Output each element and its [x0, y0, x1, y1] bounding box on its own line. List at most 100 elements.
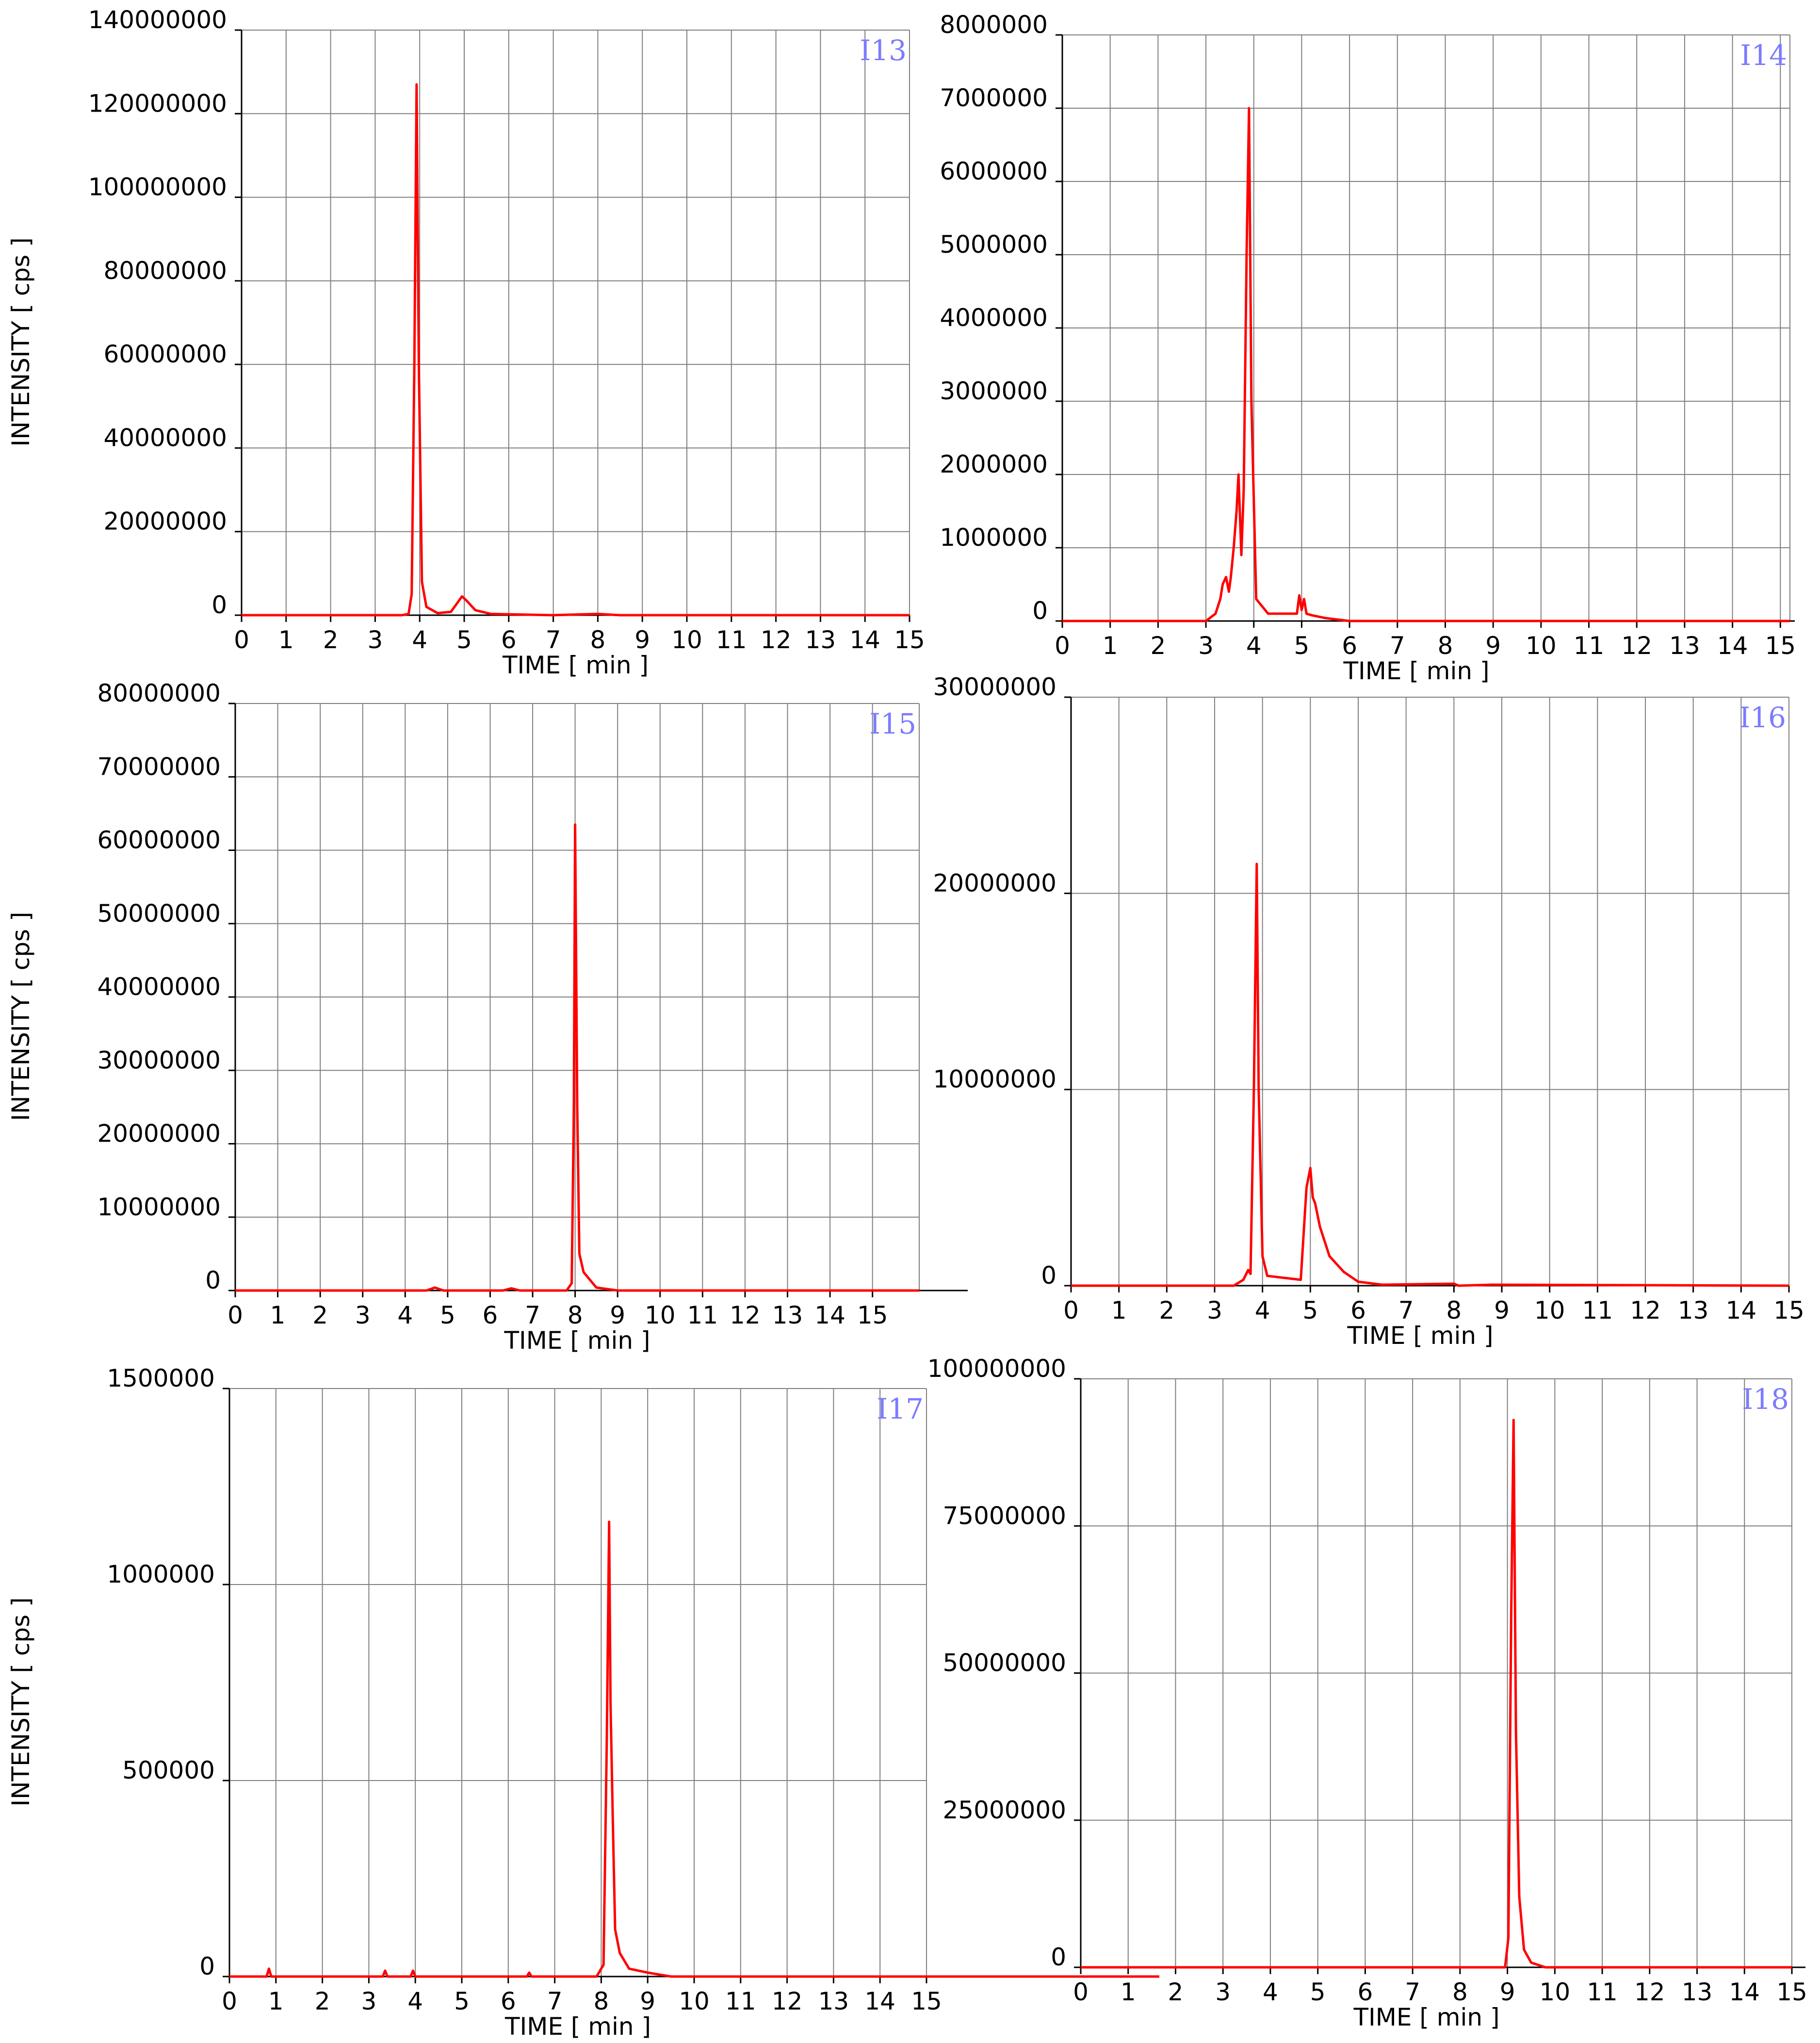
x-tick-label: 5: [1310, 1978, 1326, 2006]
y-tick-label: 0: [1041, 1261, 1056, 1290]
x-tick-label: 0: [1073, 1978, 1089, 2006]
x-tick-label: 2: [1159, 1296, 1174, 1324]
chromatogram-trace: [1062, 107, 1790, 622]
x-tick-label: 6: [1342, 632, 1357, 660]
x-tick-label: 15: [1776, 1978, 1807, 2006]
x-tick-label: 9: [640, 1987, 655, 2015]
x-tick-label: 10: [1526, 632, 1557, 660]
y-tick-label: 8000000: [940, 11, 1048, 39]
x-axis-label: TIME [ min ]: [504, 2012, 651, 2041]
x-tick-label: 9: [634, 626, 650, 654]
x-tick-label: 0: [1063, 1296, 1079, 1324]
x-tick-label: 7: [546, 626, 561, 654]
x-tick-label: 9: [1485, 632, 1501, 660]
x-tick-label: 10: [1534, 1296, 1565, 1324]
x-tick-label: 2: [315, 1987, 330, 2015]
x-tick-label: 13: [1682, 1978, 1713, 2006]
y-tick-label: 25000000: [943, 1796, 1067, 1824]
x-tick-label: 11: [1574, 632, 1605, 660]
y-tick-label: 40000000: [104, 424, 228, 452]
x-tick-label: 5: [440, 1301, 455, 1329]
x-tick-label: 5: [454, 1987, 470, 2015]
y-tick-label: 50000000: [98, 899, 221, 928]
x-axis-label: TIME [ min ]: [504, 1326, 650, 1355]
x-tick-label: 14: [1729, 1978, 1760, 2006]
x-axis-label: TIME [ min ]: [1347, 1322, 1493, 1350]
x-tick-label: 15: [894, 626, 925, 654]
panel-label: I16: [1739, 701, 1786, 734]
x-tick-label: 11: [725, 1987, 756, 2015]
x-tick-label: 4: [397, 1301, 413, 1329]
y-tick-label: 30000000: [98, 1046, 221, 1074]
x-tick-label: 12: [1630, 1296, 1661, 1324]
x-tick-label: 1: [1111, 1296, 1127, 1324]
chart-panel-I13: 0 20000000 40000000 60000000 80000000 1000000…: [7, 6, 925, 679]
x-tick-label: 9: [1500, 1978, 1515, 2006]
x-tick-label: 11: [687, 1301, 718, 1329]
x-tick-label: 4: [407, 1987, 423, 2015]
y-tick-label: 40000000: [98, 973, 221, 1001]
x-tick-label: 8: [590, 626, 605, 654]
y-tick-label: 1000000: [107, 1560, 215, 1588]
x-tick-label: 15: [911, 1987, 942, 2015]
y-tick-label: 0: [1032, 597, 1048, 625]
x-tick-label: 7: [1390, 632, 1405, 660]
x-tick-label: 9: [1494, 1296, 1510, 1324]
y-tick-label: 120000000: [88, 89, 227, 117]
chromatogram-trace: [235, 823, 919, 1292]
x-tick-label: 13: [1678, 1296, 1709, 1324]
x-tick-label: 0: [1055, 632, 1070, 660]
x-tick-label: 2: [312, 1301, 328, 1329]
x-tick-label: 6: [501, 1987, 516, 2015]
y-tick-label: 60000000: [104, 340, 228, 368]
x-tick-label: 14: [1726, 1296, 1757, 1324]
panel-label: I15: [869, 707, 916, 740]
x-tick-label: 6: [1350, 1296, 1366, 1324]
x-tick-label: 6: [1357, 1978, 1373, 2006]
y-tick-label: 100000000: [88, 173, 227, 201]
x-tick-label: 5: [456, 626, 472, 654]
x-tick-label: 8: [1438, 632, 1453, 660]
x-axis-label: TIME [ min ]: [1353, 2003, 1499, 2031]
y-tick-label: 7000000: [940, 84, 1048, 112]
x-tick-label: 1: [1103, 632, 1118, 660]
y-axis-label: INTENSITY [ cps ]: [7, 237, 35, 446]
x-tick-label: 13: [772, 1301, 803, 1329]
x-tick-label: 5: [1294, 632, 1310, 660]
y-tick-label: 50000000: [943, 1649, 1067, 1677]
x-tick-label: 12: [761, 626, 792, 654]
y-tick-label: 60000000: [98, 826, 221, 854]
y-tick-label: 3000000: [940, 377, 1048, 405]
panel-label: I14: [1740, 39, 1787, 72]
x-tick-label: 10: [671, 626, 702, 654]
y-tick-label: 4000000: [940, 304, 1048, 332]
y-tick-label: 10000000: [98, 1193, 221, 1221]
y-tick-label: 80000000: [104, 257, 228, 285]
y-axis-label: INTENSITY [ cps ]: [7, 912, 35, 1121]
x-tick-label: 13: [1669, 632, 1700, 660]
x-tick-label: 4: [412, 626, 427, 654]
y-tick-label: 75000000: [943, 1502, 1067, 1530]
y-tick-label: 0: [211, 591, 227, 619]
y-tick-label: 20000000: [98, 1120, 221, 1148]
x-tick-label: 8: [1446, 1296, 1462, 1324]
x-tick-label: 10: [1540, 1978, 1571, 2006]
y-tick-label: 20000000: [933, 869, 1057, 897]
x-tick-label: 1: [270, 1301, 286, 1329]
y-tick-label: 80000000: [98, 679, 221, 707]
y-tick-label: 30000000: [933, 673, 1057, 701]
x-tick-label: 0: [222, 1987, 237, 2015]
chromatogram-trace: [229, 1520, 1159, 1978]
x-axis-label: TIME [ min ]: [502, 651, 649, 679]
chart-panel-I15: 0 10000000 20000000 30000000 40000000 5000000…: [7, 679, 968, 1355]
x-tick-label: 0: [228, 1301, 243, 1329]
x-tick-label: 3: [361, 1987, 376, 2015]
y-tick-label: 0: [205, 1266, 221, 1294]
x-tick-label: 14: [864, 1987, 895, 2015]
x-tick-label: 2: [1168, 1978, 1184, 2006]
x-tick-label: 8: [1452, 1978, 1468, 2006]
x-tick-label: 5: [1302, 1296, 1318, 1324]
